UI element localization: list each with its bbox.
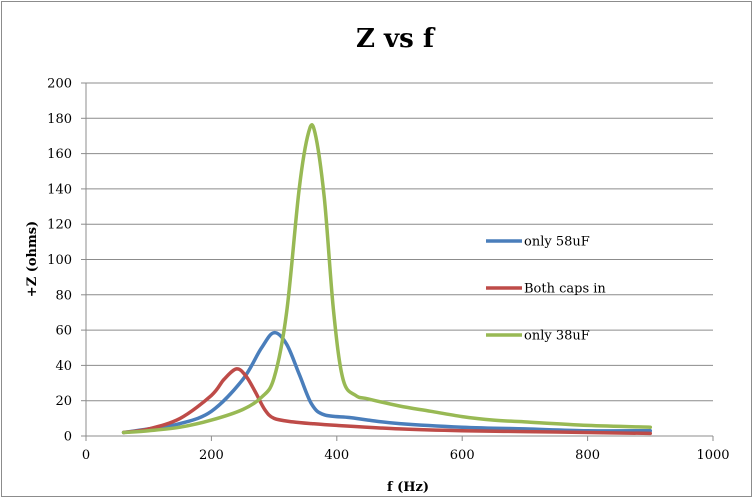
y-tick-label: 40 — [55, 359, 72, 374]
y-tick-label: 180 — [47, 112, 72, 127]
y-tick-label: 100 — [47, 253, 72, 268]
x-tick-label: 800 — [575, 448, 600, 463]
series-line-only-58uf — [121, 330, 653, 435]
x-tick-label: 200 — [199, 448, 224, 463]
legend-label: Both caps in — [524, 282, 606, 297]
y-tick-label: 20 — [55, 394, 72, 409]
x-tick-label: 600 — [450, 448, 475, 463]
legend: only 58uF Both caps in only 38uF — [486, 235, 606, 344]
y-tick-label: 60 — [55, 324, 72, 339]
y-axis-label: +Z (ohms) — [25, 221, 40, 297]
x-axis-label: f (Hz) — [387, 480, 429, 495]
x-tick-label: 1000 — [696, 448, 729, 463]
gridlines — [86, 82, 713, 402]
y-tick-label: 200 — [47, 77, 72, 92]
y-tick-label: 80 — [55, 288, 72, 303]
y-tick-labels: 0 20 40 60 80 100 120 140 160 180 200 — [47, 77, 86, 445]
x-tick-label: 400 — [324, 448, 349, 463]
x-tick-labels: 0 200 400 600 800 1000 — [82, 436, 730, 463]
y-tick-label: 0 — [64, 430, 72, 445]
series-lines — [121, 123, 653, 436]
x-tick-label: 0 — [82, 448, 90, 463]
legend-label: only 38uF — [524, 329, 590, 344]
y-tick-label: 140 — [47, 182, 72, 197]
series-line-both-caps-in — [121, 367, 653, 436]
series-line-only-38uf — [121, 123, 653, 435]
y-tick-label: 120 — [47, 218, 72, 233]
y-tick-label: 160 — [47, 147, 72, 162]
legend-label: only 58uF — [524, 235, 590, 250]
chart-title: Z vs f — [356, 24, 436, 54]
